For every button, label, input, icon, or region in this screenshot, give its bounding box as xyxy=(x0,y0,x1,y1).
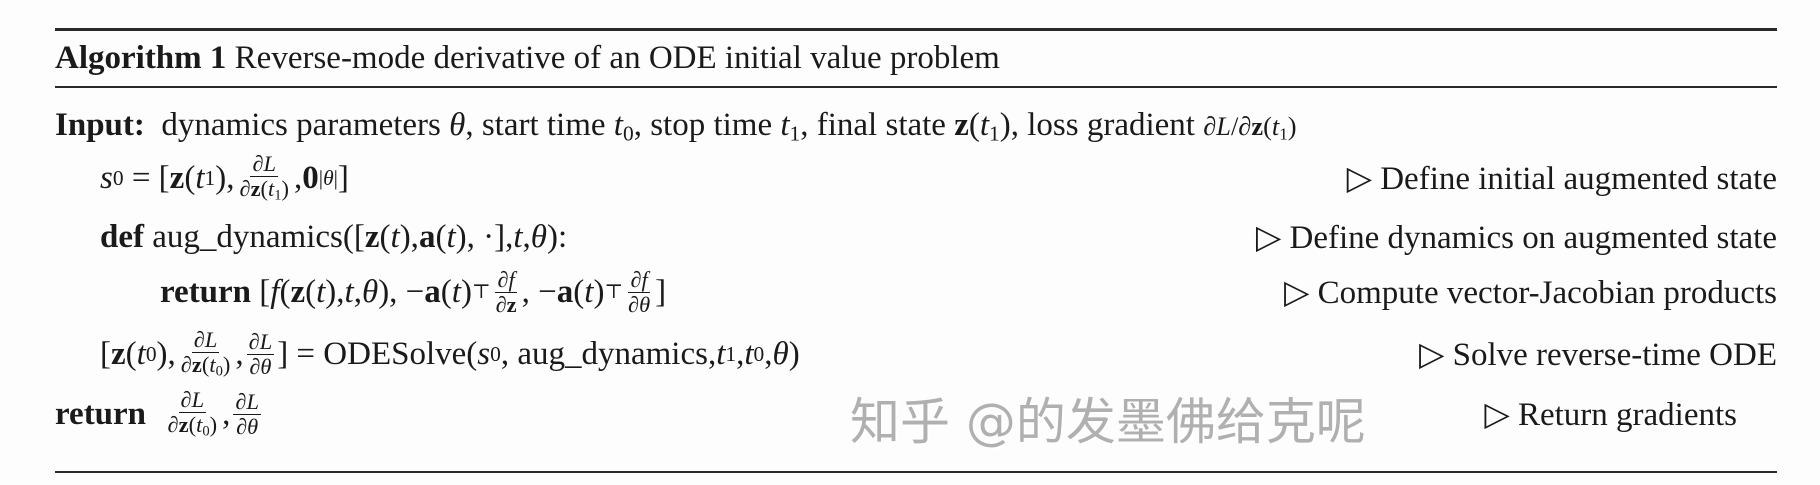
input-text: , loss gradient xyxy=(1010,107,1195,144)
input-text: dynamics parameters xyxy=(161,107,441,144)
algorithm-caption: Algorithm 1 Reverse-mode derivative of a… xyxy=(55,33,1777,83)
algorithm-label: Algorithm 1 xyxy=(55,39,227,76)
algorithm-title: Reverse-mode derivative of an ODE initia… xyxy=(234,39,1000,76)
function-arg: aug_dynamics xyxy=(517,335,708,372)
algorithm-line: return ∂L ∂z(t0), ∂L ∂θ ▷ Return gradients xyxy=(55,388,1777,439)
top-rule xyxy=(55,28,1777,31)
caption-rule xyxy=(55,86,1777,88)
input-text: , stop time xyxy=(633,107,773,144)
bottom-rule xyxy=(55,471,1777,473)
function-name: aug_dynamics( xyxy=(152,218,354,255)
keyword: return xyxy=(160,273,252,310)
input-line: Input: dynamics parameters θ, start time… xyxy=(55,107,1297,146)
algorithm-line: def aug_dynamics([z(t), a(t), ·], t, θ):… xyxy=(100,218,1777,257)
line-comment: ▷ Solve reverse-time ODE xyxy=(1418,337,1777,373)
line-comment: ▷ Define dynamics on augmented state xyxy=(1255,220,1777,256)
algorithm-line: return [f(z(t), t, θ), − a(t) ⊤ ∂f ∂z, − a(t)… xyxy=(160,266,1777,317)
input-text: , start time xyxy=(465,107,606,144)
keyword: return xyxy=(55,395,147,432)
input-label: Input: xyxy=(55,107,145,144)
line-comment: ▷ Define initial augmented state xyxy=(1346,161,1777,197)
line-comment: ▷ Return gradients xyxy=(1484,397,1737,433)
keyword: def xyxy=(100,218,144,255)
line-comment: ▷ Compute vector-Jacobian products xyxy=(1283,275,1777,311)
input-text: , final state xyxy=(800,107,946,144)
function-name: ODESolve( xyxy=(323,335,478,372)
algorithm-line: [z(t 0), ∂L ∂z(t0), ∂L ∂θ] = ODESolve(s 0, aug… xyxy=(100,327,1777,380)
watermark: 知乎 @的发墨佛给克呢 xyxy=(850,393,1366,451)
